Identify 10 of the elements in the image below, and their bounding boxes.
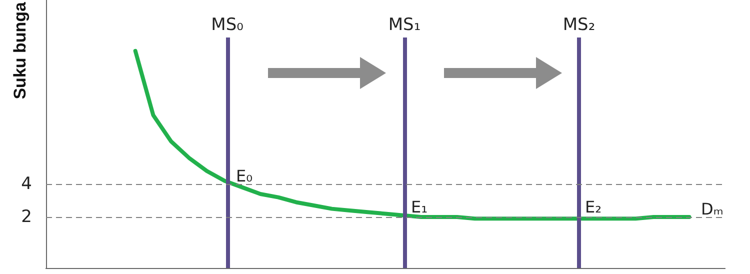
y-tick-label: 2 [21, 207, 32, 228]
annotation: E₂ [585, 198, 602, 216]
annotation: MS₁ [388, 15, 421, 36]
annotation: E₁ [411, 198, 428, 216]
y-axis-title: Suku bunga [10, 1, 30, 100]
annotation: MS₀ [211, 15, 244, 36]
annotation: MS₂ [562, 15, 596, 36]
annotation: Dₘ [701, 200, 724, 218]
y-tick-label: 4 [21, 174, 32, 194]
annotation: E₀ [236, 166, 253, 186]
